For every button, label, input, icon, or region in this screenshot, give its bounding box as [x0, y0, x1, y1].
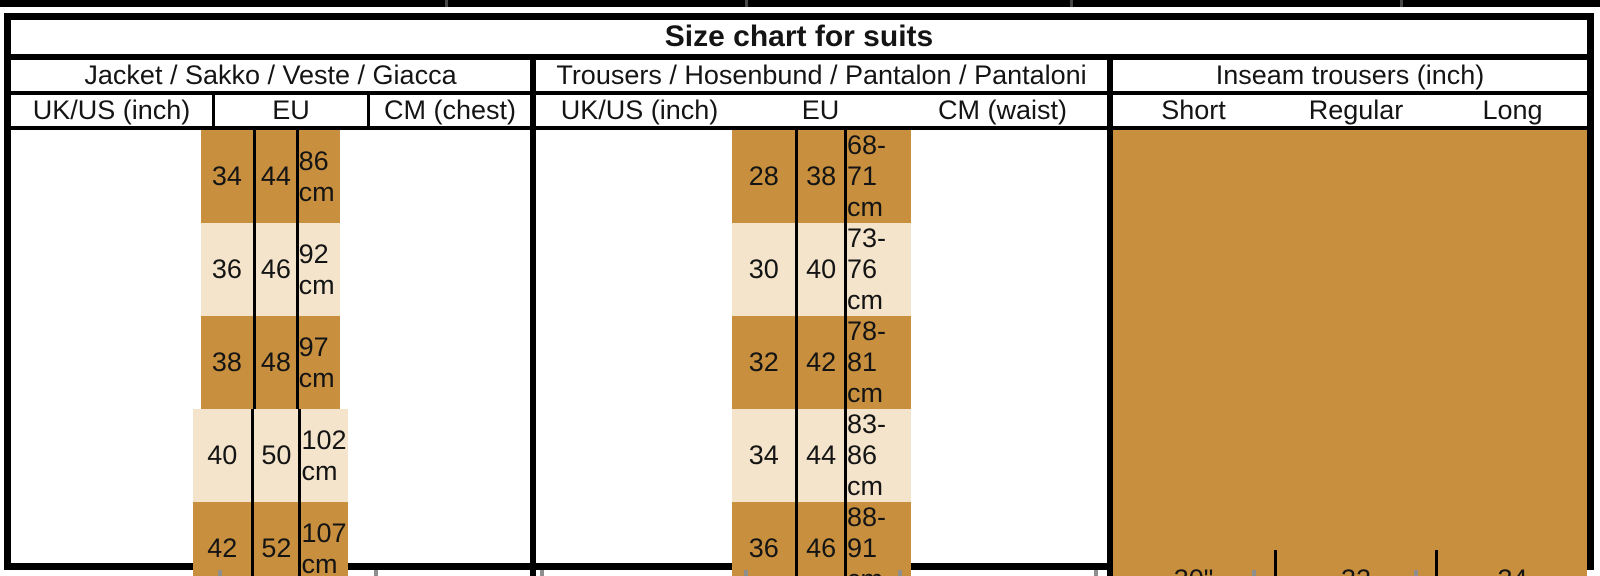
column-header-row: UK/US (inch) EU CM (chest) UK/US (inch) … [11, 95, 1587, 130]
inseam-regular-column: 32 81.8 cm [1274, 550, 1435, 576]
jacket-rows: 34 44 86 cm 36 46 92 cm 38 48 97 cm 40 5… [11, 130, 530, 576]
inseam-column-headers: Short Regular Long [1113, 95, 1587, 126]
jacket-cm-cell: 97 cm [295, 316, 341, 409]
column-header-inseam-long: Long [1482, 95, 1543, 125]
gridline-tick [540, 570, 544, 576]
trousers-cm-cell: 68-71 cm [843, 130, 911, 223]
section-divider [530, 60, 536, 91]
trousers-ukus-cell: 36 [748, 533, 779, 563]
jacket-cm-cell: 86 cm [295, 130, 341, 223]
table-row: 30 40 73-76 cm [732, 223, 911, 316]
inseam-section-header: Inseam trousers (inch) [1215, 60, 1485, 90]
column-header-trousers-ukus: UK/US (inch) [560, 95, 719, 125]
section-header-row: Jacket / Sakko / Veste / Giacca Trousers… [11, 60, 1587, 95]
trousers-cm-cell: 83-86 cm [843, 409, 911, 502]
gridline-tick [745, 0, 748, 7]
trousers-ukus-cell: 28 [748, 161, 779, 191]
gridline-tick [445, 0, 448, 7]
jacket-column-headers: UK/US (inch) EU CM (chest) [11, 95, 530, 126]
section-divider [1107, 130, 1113, 576]
inseam-long-column: 34 86.4 cm [1435, 550, 1587, 576]
title-row: Size chart for suits [11, 20, 1587, 60]
top-crop-edge [0, 0, 1600, 7]
table-row: 32 42 78-81 cm [732, 316, 911, 409]
jacket-eu-cell: 48 [253, 316, 296, 409]
table-row: 38 48 97 cm [200, 316, 341, 409]
jacket-eu-cell: 46 [253, 223, 296, 316]
trousers-ukus-cell: 34 [748, 440, 779, 470]
trousers-rows: 28 38 68-71 cm 30 40 73-76 cm 32 42 78-8… [536, 130, 1107, 576]
inseam-long-inch: 34 [1438, 550, 1587, 576]
table-row: 36 46 92 cm [200, 223, 341, 316]
column-header-inseam-regular: Regular [1308, 95, 1404, 125]
trousers-eu-cell: 38 [795, 130, 844, 223]
trousers-eu-cell: 40 [795, 223, 844, 316]
gridline-tick [1094, 570, 1098, 576]
table-row: 42 52 107 cm [193, 502, 348, 576]
jacket-ukus-cell: 42 [207, 533, 238, 563]
jacket-ukus-cell: 36 [211, 254, 242, 284]
column-header-trousers-eu: EU [801, 95, 840, 125]
trousers-cm-cell: 78-81 cm [843, 316, 911, 409]
jacket-eu-cell: 50 [251, 409, 298, 502]
jacket-eu-cell: 44 [253, 130, 296, 223]
trousers-cm-cell: 88-91 cm [843, 502, 911, 576]
gridline-tick [1414, 570, 1418, 576]
table-row: 28 38 68-71 cm [732, 130, 911, 223]
table-row: 34 44 86 cm [200, 130, 341, 223]
jacket-ukus-cell: 34 [211, 161, 242, 191]
trousers-eu-cell: 42 [795, 316, 844, 409]
gridline-tick [1400, 0, 1403, 7]
jacket-cm-cell: 102 cm [298, 409, 347, 502]
gridline-tick [744, 570, 748, 576]
section-divider [1107, 95, 1113, 126]
table-row: 40 50 102 cm [193, 409, 348, 502]
column-header-jacket-cm: CM (chest) [367, 95, 530, 126]
jacket-ukus-cell: 38 [211, 347, 242, 377]
trousers-section-header: Trousers / Hosenbund / Pantalon / Pantal… [556, 60, 1087, 90]
inseam-regular-inch: 32 [1277, 550, 1435, 576]
trousers-eu-cell: 44 [795, 409, 844, 502]
trousers-cm-cell: 73-76 cm [843, 223, 911, 316]
inseam-short-column: 30" 76.2 cm [1113, 550, 1274, 576]
gridline-tick [1070, 0, 1073, 7]
column-header-jacket-ukus: UK/US (inch) [32, 95, 191, 125]
jacket-cm-cell: 92 cm [295, 223, 341, 316]
inseam-block: 30" 76.2 cm 32 81.8 cm 34 86.4 cm [1113, 130, 1587, 576]
column-header-jacket-eu: EU [212, 95, 367, 126]
jacket-cm-cell: 107 cm [298, 502, 347, 576]
section-divider [1107, 60, 1113, 91]
table-row: 36 46 88-91 cm [732, 502, 911, 576]
jacket-section-header: Jacket / Sakko / Veste / Giacca [84, 60, 457, 90]
trousers-column-headers: UK/US (inch) EU CM (waist) [536, 95, 1107, 126]
jacket-ukus-cell: 40 [207, 440, 238, 470]
gridline-tick [374, 570, 378, 576]
jacket-eu-cell: 52 [251, 502, 298, 576]
column-header-inseam-short: Short [1161, 95, 1226, 125]
gridline-tick [218, 570, 222, 576]
trousers-eu-cell: 46 [795, 502, 844, 576]
size-chart-table: Size chart for suits Jacket / Sakko / Ve… [4, 13, 1594, 576]
table-row: 34 44 83-86 cm [732, 409, 911, 502]
section-divider [530, 130, 536, 576]
gridline-tick [1252, 570, 1256, 576]
gridline-tick [898, 570, 902, 576]
inseam-short-inch: 30" [1113, 550, 1274, 576]
table-body: 34 44 86 cm 36 46 92 cm 38 48 97 cm 40 5… [11, 130, 1587, 576]
trousers-ukus-cell: 30 [748, 254, 779, 284]
trousers-ukus-cell: 32 [748, 347, 779, 377]
page-title: Size chart for suits [664, 20, 934, 53]
column-header-trousers-cm: CM (waist) [938, 95, 1067, 125]
section-divider [530, 95, 536, 126]
